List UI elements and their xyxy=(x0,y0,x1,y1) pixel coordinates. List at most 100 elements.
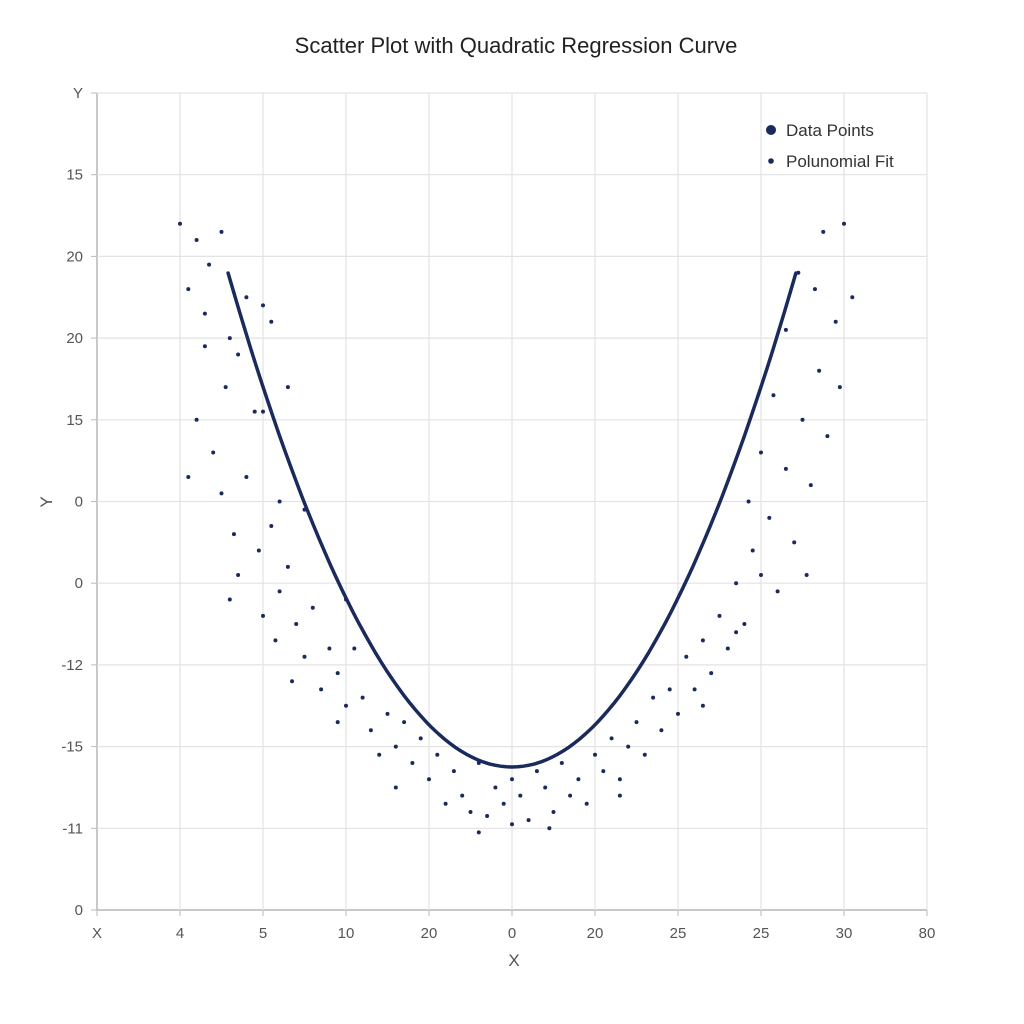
data-point xyxy=(750,548,755,553)
data-point xyxy=(626,744,631,749)
data-point xyxy=(771,393,776,398)
y-axis-label: Y xyxy=(37,496,56,507)
data-point xyxy=(402,720,407,725)
x-tick-label: 10 xyxy=(338,925,355,942)
data-point xyxy=(825,434,830,439)
data-point xyxy=(493,785,498,790)
data-point xyxy=(842,221,846,226)
data-point xyxy=(850,295,855,300)
data-point xyxy=(186,287,191,292)
data-point xyxy=(451,769,456,774)
y-tick-label: -15 xyxy=(61,739,83,756)
data-point xyxy=(443,801,448,806)
data-point xyxy=(709,671,714,676)
x-tick-label: 25 xyxy=(670,925,687,942)
data-point xyxy=(285,564,290,569)
data-point xyxy=(804,573,809,578)
data-point xyxy=(617,793,622,798)
data-point xyxy=(510,822,514,827)
x-tick-label: 0 xyxy=(508,925,516,942)
data-point xyxy=(659,728,664,733)
data-point xyxy=(534,769,539,774)
data-point xyxy=(634,720,639,725)
data-point xyxy=(360,695,365,700)
data-point xyxy=(775,589,780,594)
data-point xyxy=(435,752,440,757)
y-tick-label: 0 xyxy=(75,494,83,511)
x-tick-label: X xyxy=(92,925,102,942)
data-point xyxy=(194,417,199,422)
y-tick-label: 15 xyxy=(66,167,83,184)
data-point xyxy=(261,409,265,414)
data-point xyxy=(593,752,597,757)
data-point xyxy=(273,638,278,643)
data-point xyxy=(393,744,398,749)
data-point xyxy=(236,352,241,357)
data-point xyxy=(543,785,548,790)
data-point xyxy=(277,499,282,504)
data-point xyxy=(194,238,199,243)
data-point xyxy=(700,703,705,708)
data-point xyxy=(485,814,490,819)
grid xyxy=(96,92,928,911)
y-tick-label: 20 xyxy=(66,330,83,347)
x-tick-label: 25 xyxy=(753,925,770,942)
legend-marker-fit xyxy=(768,158,774,164)
y-tick-label: 0 xyxy=(75,575,83,592)
data-point xyxy=(410,760,415,765)
data-point xyxy=(335,720,340,725)
y-tick-label: -12 xyxy=(61,657,83,674)
legend-label-fit: Polunomial Fit xyxy=(786,152,894,171)
data-point xyxy=(667,687,672,692)
data-point xyxy=(783,466,788,471)
data-point xyxy=(767,515,772,520)
data-point xyxy=(792,540,797,545)
x-tick-label: 80 xyxy=(919,925,936,942)
data-point xyxy=(559,760,564,765)
data-point xyxy=(368,728,373,733)
data-point xyxy=(269,319,274,324)
data-point xyxy=(219,491,224,496)
data-point xyxy=(700,638,705,643)
data-point xyxy=(742,622,747,627)
data-point xyxy=(310,605,315,610)
legend-label-data-points: Data Points xyxy=(786,121,874,140)
x-tick-label: 20 xyxy=(587,925,604,942)
data-point xyxy=(476,830,481,835)
data-point xyxy=(344,703,348,708)
data-point xyxy=(518,793,523,798)
data-point xyxy=(261,303,265,308)
data-point xyxy=(393,785,398,790)
data-point xyxy=(734,630,739,635)
data-point xyxy=(290,679,295,684)
regression-curve xyxy=(226,271,798,769)
data-point xyxy=(617,777,622,782)
data-point xyxy=(219,229,224,234)
data-point xyxy=(186,474,191,479)
data-point xyxy=(231,532,236,537)
data-point xyxy=(725,646,730,651)
x-tick-label: 5 xyxy=(259,925,267,942)
data-point xyxy=(211,450,216,455)
data-point xyxy=(302,654,307,659)
y-tick-label: 0 xyxy=(75,902,83,919)
y-tick-label: Y xyxy=(73,85,83,102)
data-point xyxy=(178,221,182,226)
data-point xyxy=(808,483,813,488)
data-point xyxy=(385,711,390,716)
data-point xyxy=(526,818,531,823)
data-point xyxy=(261,613,265,618)
data-points xyxy=(178,221,855,835)
x-tick-label: 4 xyxy=(176,925,184,942)
data-point xyxy=(746,499,751,504)
data-point xyxy=(418,736,423,741)
data-point xyxy=(568,793,573,798)
data-point xyxy=(335,671,340,676)
data-point xyxy=(227,336,232,341)
data-point xyxy=(269,524,274,529)
data-point xyxy=(642,752,647,757)
data-point xyxy=(327,646,332,651)
y-tick-label: 15 xyxy=(66,412,83,429)
data-point xyxy=(252,409,257,414)
